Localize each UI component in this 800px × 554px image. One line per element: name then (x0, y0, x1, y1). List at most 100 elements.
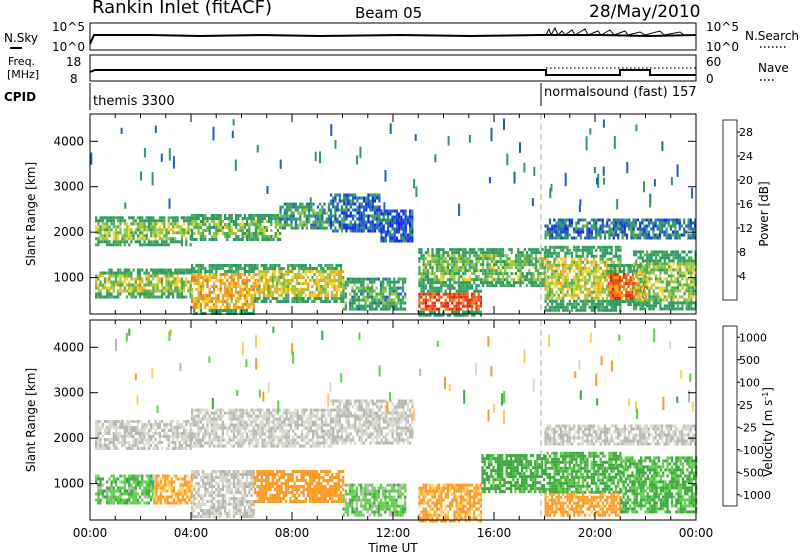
power-cell (557, 287, 560, 291)
power-cell (395, 227, 398, 231)
power-sparse-cell (434, 154, 437, 163)
power-cell (119, 271, 122, 275)
power-cell (158, 295, 161, 299)
power-cell (672, 262, 675, 266)
power-cell (130, 295, 133, 299)
power-cell (280, 288, 283, 291)
power-cell (197, 267, 200, 270)
power-cell (299, 223, 302, 227)
power-cell (555, 305, 558, 309)
power-cell (646, 268, 649, 272)
power-cell (665, 307, 669, 311)
power-cell (654, 221, 657, 225)
power-cell (169, 274, 172, 278)
power-cell (339, 285, 343, 288)
power-cell (158, 280, 161, 284)
power-cell (235, 303, 238, 306)
power-cell (499, 251, 502, 255)
power-cell (316, 217, 319, 221)
power-cell (193, 279, 196, 282)
power-cell (670, 280, 673, 284)
power-cell (254, 264, 257, 267)
power-cell (573, 236, 576, 240)
power-cell (584, 293, 587, 297)
power-cell (627, 294, 630, 297)
power-cell (401, 283, 405, 287)
power-cell (136, 225, 139, 229)
power-cell (544, 260, 547, 264)
power-cell (241, 220, 244, 223)
power-cell (632, 218, 635, 222)
power-cell (202, 223, 205, 226)
power-cell (276, 297, 279, 300)
power-cell (692, 280, 695, 284)
power-cell (548, 251, 552, 255)
power-cell (564, 293, 567, 297)
power-cell (612, 227, 615, 231)
power-cell (534, 251, 538, 255)
power-cell (499, 248, 502, 252)
power-cell (202, 294, 205, 297)
power-cell (490, 254, 493, 258)
power-cell (601, 272, 604, 276)
power-cell (304, 288, 307, 291)
power-cell (110, 280, 113, 284)
power-cell (278, 294, 281, 297)
power-cell (345, 211, 348, 215)
power-cell (369, 223, 372, 227)
power-cell (386, 304, 389, 308)
power-cell (575, 284, 578, 288)
power-cell (418, 301, 421, 305)
power-cell (584, 248, 587, 252)
power-cell (668, 262, 671, 266)
power-cell (566, 275, 569, 279)
power-cell (601, 224, 604, 228)
power-cell (248, 291, 251, 294)
power-cell (300, 294, 303, 297)
power-sparse-cell (356, 155, 359, 165)
power-cell (336, 229, 339, 233)
power-cell (577, 227, 580, 231)
power-cell (176, 277, 179, 281)
power-cell (595, 230, 598, 234)
power-cell (559, 263, 563, 267)
power-cell (632, 265, 636, 269)
power-cell (134, 295, 137, 299)
power-cell (139, 222, 142, 226)
power-cell (328, 273, 332, 276)
power-cell (691, 233, 695, 237)
power-cell (690, 268, 693, 272)
power-cell (174, 219, 177, 223)
power-cell (371, 304, 374, 308)
power-cell (250, 294, 253, 297)
power-cell (694, 221, 697, 225)
power-cell (595, 263, 598, 267)
power-cell (213, 264, 216, 267)
power-cell (269, 276, 272, 279)
power-cell (577, 233, 580, 237)
power-cell (376, 223, 379, 227)
power-cell (537, 260, 540, 264)
power-cell (608, 275, 611, 279)
power-cell (648, 271, 651, 275)
power-cell (150, 283, 153, 287)
power-cell (337, 285, 340, 288)
power-cell (386, 295, 389, 299)
power-cell (564, 224, 567, 228)
power-cell (548, 263, 552, 267)
power-cell (143, 243, 146, 247)
power-cell (634, 221, 637, 225)
power-cell (292, 211, 295, 215)
power-cell (178, 271, 181, 275)
power-cell (250, 303, 253, 306)
power-cell (486, 272, 489, 276)
power-cell (501, 248, 504, 252)
power-cell (237, 294, 240, 297)
power-cell (404, 236, 407, 240)
power-cell (298, 267, 301, 270)
power-sparse-cell (649, 197, 652, 208)
power-cell (404, 227, 407, 231)
power-cell (130, 289, 133, 293)
power-cell (484, 251, 487, 255)
power-cell (579, 308, 582, 312)
